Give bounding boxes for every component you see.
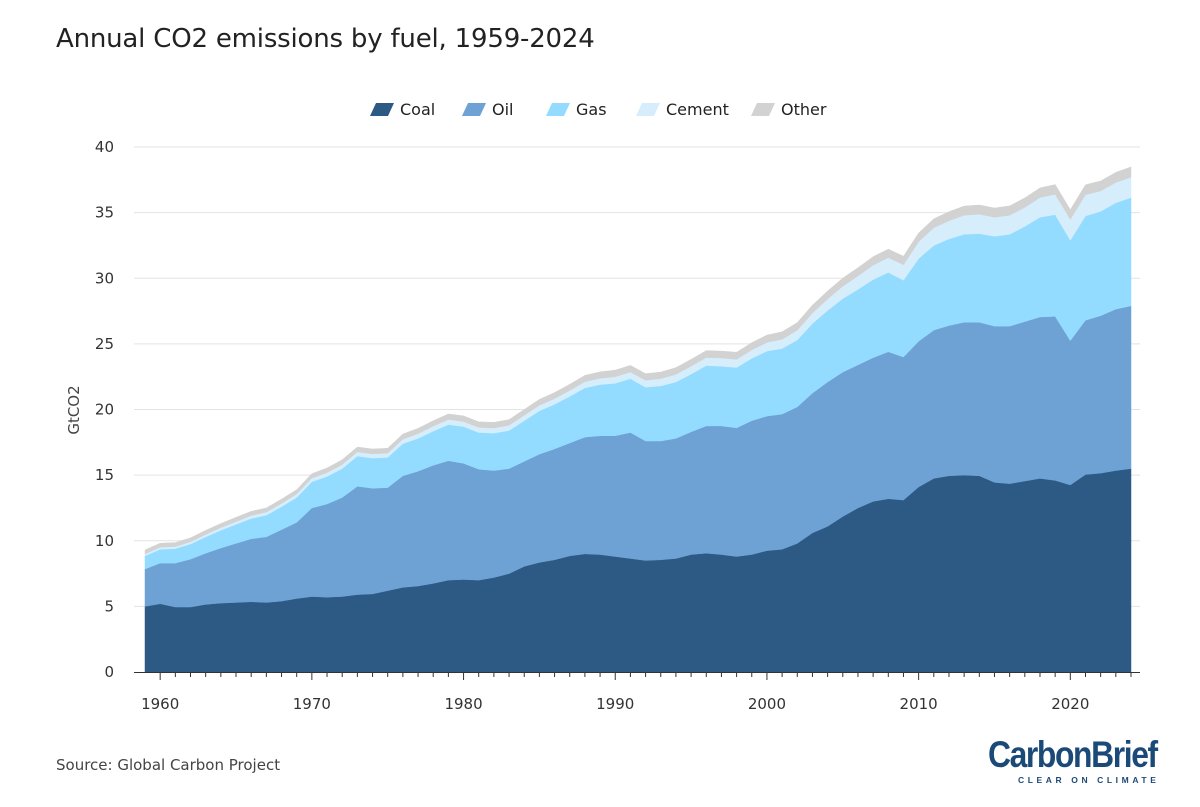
x-tick-label: 1980 bbox=[444, 695, 482, 713]
area-other bbox=[144, 166, 1132, 555]
logo-tagline: CLEAR ON CLIMATE bbox=[1018, 775, 1160, 785]
x-tick-label: 2020 bbox=[1051, 695, 1089, 713]
logo-wordmark: CarbonBrief bbox=[988, 734, 1158, 775]
legend-swatch bbox=[462, 103, 486, 116]
y-tick-label: 20 bbox=[95, 401, 114, 419]
y-tick-label: 35 bbox=[95, 204, 114, 222]
source-note: Source: Global Carbon Project bbox=[56, 756, 281, 774]
y-axis-title: GtCO2 bbox=[65, 385, 83, 434]
x-tick-label: 1990 bbox=[596, 695, 634, 713]
chart-title: Annual CO2 emissions by fuel, 1959-2024 bbox=[56, 24, 595, 54]
legend-item-gas: Gas bbox=[546, 100, 607, 119]
legend-label: Oil bbox=[492, 100, 513, 119]
legend: Coal Oil Gas Cement Other bbox=[370, 100, 827, 119]
legend-swatch bbox=[370, 103, 394, 116]
legend-item-cement: Cement bbox=[636, 100, 729, 119]
x-tick-label: 2000 bbox=[748, 695, 786, 713]
axes: 0 5 10 15 20 25 30 35 40 1960 1970 1980 1990 2000 2010… bbox=[95, 138, 1140, 713]
x-tick-label: 1960 bbox=[141, 695, 179, 713]
legend-label: Other bbox=[781, 100, 827, 119]
legend-swatch bbox=[546, 103, 570, 116]
x-tick-label: 2010 bbox=[900, 695, 938, 713]
x-tick-label: 1970 bbox=[293, 695, 331, 713]
legend-label: Gas bbox=[576, 100, 607, 119]
legend-item-oil: Oil bbox=[462, 100, 513, 119]
legend-swatch bbox=[636, 103, 660, 116]
y-tick-label: 5 bbox=[104, 597, 114, 615]
legend-item-coal: Coal bbox=[370, 100, 435, 119]
y-tick-label: 0 bbox=[104, 663, 114, 681]
y-tick-label: 30 bbox=[95, 269, 114, 287]
legend-swatch bbox=[751, 103, 775, 116]
y-tick-label: 25 bbox=[95, 335, 114, 353]
legend-label: Coal bbox=[400, 100, 435, 119]
carbonbrief-logo: CarbonBrief CLEAR ON CLIMATE bbox=[988, 734, 1160, 786]
legend-label: Cement bbox=[666, 100, 729, 119]
y-tick-label: 10 bbox=[95, 532, 114, 550]
y-tick-label: 15 bbox=[95, 466, 114, 484]
area-series bbox=[144, 166, 1132, 673]
legend-item-other: Other bbox=[751, 100, 827, 119]
y-tick-label: 40 bbox=[95, 138, 114, 156]
